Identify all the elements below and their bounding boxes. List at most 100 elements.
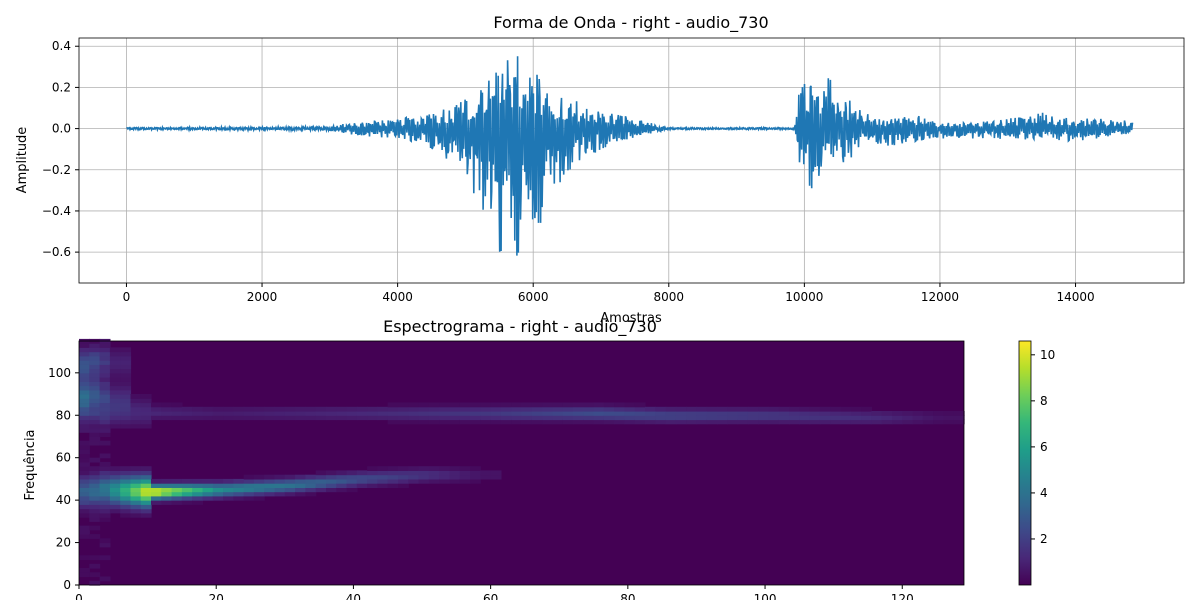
spectrogram-cell [120, 389, 132, 395]
spectrogram-cell [439, 470, 451, 476]
spectrogram-cell [79, 406, 90, 412]
spectrogram-background [79, 341, 964, 585]
spectrogram-cell [109, 398, 121, 404]
spectrogram-cell [212, 406, 224, 412]
spectrogram-cell [181, 491, 193, 497]
spectrogram-cell [717, 406, 728, 412]
spectrogram-cell [336, 474, 348, 480]
spectrogram-cell [109, 347, 121, 353]
spectrogram-cell [428, 466, 440, 471]
spectrogram-cell [665, 406, 677, 412]
spectrogram-cell [665, 411, 677, 416]
spectrogram-cell [470, 478, 481, 484]
spectrogram-cell [531, 402, 543, 408]
spectrogram-cell [109, 385, 121, 391]
spectrogram-tick-label-y: 40 [56, 493, 71, 507]
spectrogram-cell [552, 419, 564, 425]
spectrogram-cell [223, 415, 234, 421]
spectrogram-cell [120, 474, 132, 480]
spectrogram-cell [99, 402, 111, 408]
spectrogram-cell [89, 517, 101, 522]
spectrogram-cell [408, 411, 420, 416]
spectrogram-cell [109, 415, 121, 421]
spectrogram-cell [459, 470, 471, 476]
spectrogram-cell [120, 495, 132, 501]
spectrogram-cell [99, 495, 111, 501]
spectrogram-tick-label-x: 20 [209, 592, 224, 600]
spectrogram-cell [284, 474, 296, 480]
spectrogram-cell [305, 487, 317, 493]
spectrogram-title: Espectrograma - right - audio_730 [383, 317, 657, 337]
spectrogram-cell [500, 406, 512, 412]
spectrogram-cell [449, 402, 461, 408]
spectrogram-cell [202, 406, 214, 412]
spectrogram-cell [665, 415, 677, 421]
spectrogram-cell [356, 411, 368, 416]
spectrogram-cell [665, 419, 677, 425]
spectrogram-cell [480, 415, 492, 421]
spectrogram-cell [192, 406, 204, 412]
spectrogram-cell [326, 406, 337, 412]
spectrogram-cell [151, 491, 162, 497]
spectrogram-cell [274, 474, 286, 480]
waveform-tick-label-y: −0.4 [42, 204, 71, 218]
spectrogram-cell [552, 402, 564, 408]
spectrogram-cell [243, 406, 255, 412]
spectrogram-cell [727, 411, 739, 416]
spectrogram-cell [470, 402, 481, 408]
spectrogram-cell [140, 491, 152, 497]
spectrogram-cell [79, 402, 90, 408]
spectrogram-cell [377, 466, 389, 471]
spectrogram-cell [655, 411, 667, 416]
spectrogram-cell [470, 470, 481, 476]
spectrogram-cell [130, 500, 142, 505]
spectrogram-cell [79, 372, 90, 378]
spectrogram-cell [264, 478, 276, 484]
spectrogram-cell [140, 419, 152, 425]
spectrogram-cell [573, 402, 584, 408]
spectrogram-cell [284, 478, 296, 484]
waveform-tick-label-x: 12000 [921, 290, 959, 304]
spectrogram-cell [542, 419, 553, 425]
spectrogram-cell [830, 406, 842, 412]
spectrogram-cell [243, 491, 255, 497]
waveform-tick-label-x: 2000 [247, 290, 278, 304]
spectrogram-cell [686, 415, 698, 421]
spectrogram-cell [428, 419, 440, 425]
spectrogram-cell [109, 394, 121, 399]
spectrogram-cell [264, 415, 276, 421]
spectrogram-cell [603, 406, 615, 412]
spectrogram-cell [151, 495, 162, 501]
spectrogram-cell [161, 500, 173, 505]
spectrogram-cell [531, 406, 543, 412]
spectrogram-cell [583, 402, 595, 408]
spectrogram-cell [367, 406, 378, 412]
spectrogram-cell [480, 419, 492, 425]
waveform-tick-label-x: 4000 [382, 290, 413, 304]
spectrogram-cell [943, 411, 955, 416]
spectrogram-cell [655, 415, 667, 421]
spectrogram-cell [531, 415, 543, 421]
spectrogram-cell [912, 419, 924, 425]
spectrogram-cell [202, 483, 214, 488]
spectrogram-cell [151, 411, 162, 416]
spectrogram-cell [99, 500, 111, 505]
spectrogram-cell [521, 411, 533, 416]
spectrogram-cell [120, 360, 132, 365]
spectrogram-cell [202, 495, 214, 501]
spectrogram-cell [428, 406, 440, 412]
spectrogram-cell [768, 411, 780, 416]
spectrogram-cell [140, 483, 152, 488]
spectrogram-cell [840, 415, 852, 421]
spectrogram-cell [850, 419, 862, 425]
spectrogram-cell [130, 483, 142, 488]
spectrogram-cell [212, 411, 224, 416]
spectrogram-cell [79, 415, 90, 421]
spectrogram-cell [99, 453, 111, 459]
spectrogram-cell [758, 406, 770, 412]
spectrogram-cell [634, 402, 646, 408]
spectrogram-cell [79, 423, 90, 429]
waveform-frame [78, 37, 1185, 284]
spectrogram-cell [120, 406, 132, 412]
